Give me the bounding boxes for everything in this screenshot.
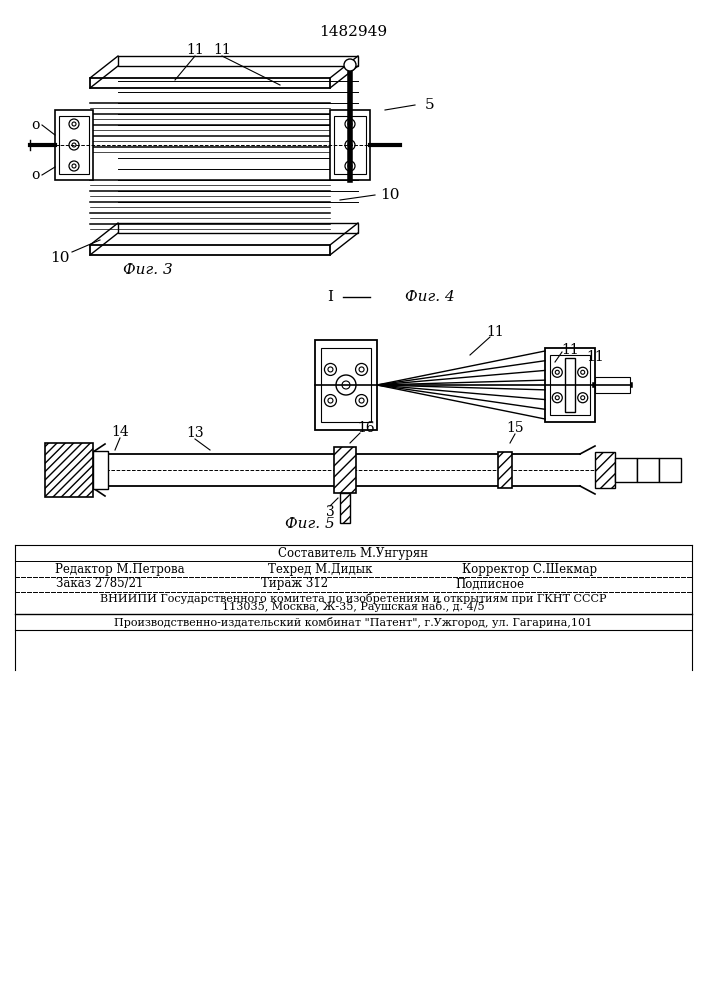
Text: 11: 11 (213, 43, 231, 57)
Bar (595, 452, 615, 488)
Circle shape (344, 59, 356, 71)
Text: Составитель М.Унгурян: Составитель М.Унгурян (278, 548, 428, 560)
Bar (90, 78, 330, 88)
Text: 11: 11 (486, 325, 504, 339)
Bar (93, 451, 108, 489)
Bar (659, 458, 681, 482)
Text: 13: 13 (186, 426, 204, 440)
Bar (315, 340, 377, 430)
Bar (118, 56, 358, 66)
Bar (90, 245, 330, 255)
Text: I: I (327, 290, 333, 304)
Bar (565, 358, 575, 412)
Text: 14: 14 (111, 425, 129, 439)
Bar (545, 348, 595, 422)
Text: 11: 11 (586, 350, 604, 364)
Bar (334, 116, 366, 174)
Bar (637, 458, 659, 482)
Text: 10: 10 (50, 251, 70, 265)
Text: 10: 10 (380, 188, 399, 202)
Bar (615, 458, 637, 482)
Text: Техред М.Дидык: Техред М.Дидык (268, 562, 372, 576)
Bar (334, 447, 356, 493)
Text: Корректор С.Шекмар: Корректор С.Шекмар (462, 562, 597, 576)
Text: Фиг. 3: Фиг. 3 (123, 263, 173, 277)
Text: Редактор М.Петрова: Редактор М.Петрова (55, 562, 185, 576)
Bar (118, 223, 358, 233)
Text: 16: 16 (357, 421, 375, 435)
Text: 5: 5 (425, 98, 435, 112)
Text: 113035, Москва, Ж-35, Раушская наб., д. 4/5: 113035, Москва, Ж-35, Раушская наб., д. … (222, 601, 484, 612)
Bar (498, 452, 512, 488)
Text: o: o (31, 118, 39, 132)
Text: 11: 11 (186, 43, 204, 57)
Text: ВНИИПИ Государственного комитета по изобретениям и открытиям при ГКНТ СССР: ВНИИПИ Государственного комитета по изоб… (100, 593, 606, 604)
Text: 15: 15 (506, 421, 524, 435)
Text: Подписное: Подписное (455, 578, 525, 590)
Bar (550, 355, 590, 415)
Text: 11: 11 (561, 343, 579, 357)
Text: 1482949: 1482949 (319, 25, 387, 39)
Bar (595, 377, 630, 393)
Text: Производственно-издательский комбинат "Патент", г.Ужгород, ул. Гагарина,101: Производственно-издательский комбинат "П… (114, 616, 592, 628)
Bar (55, 110, 93, 180)
Text: Заказ 2785/21: Заказ 2785/21 (57, 578, 144, 590)
Text: o: o (31, 168, 39, 182)
Text: Тираж 312: Тираж 312 (262, 578, 329, 590)
Bar (340, 493, 350, 523)
Text: Фиг. 4: Фиг. 4 (405, 290, 455, 304)
Bar (330, 110, 370, 180)
Bar (321, 348, 371, 422)
Bar (59, 116, 89, 174)
Bar (45, 443, 93, 497)
Text: Фиг. 5: Фиг. 5 (285, 517, 335, 531)
Text: 3: 3 (326, 505, 334, 519)
